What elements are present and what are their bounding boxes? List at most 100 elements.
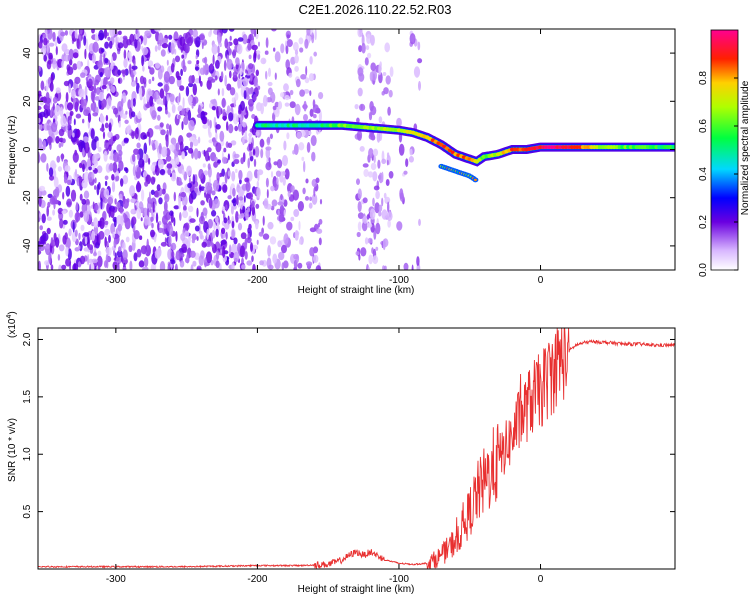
noise-blob: [106, 84, 109, 92]
noise-blob: [238, 73, 241, 80]
noise-blob: [167, 168, 172, 176]
noise-blob: [117, 50, 121, 55]
noise-blob: [368, 254, 373, 265]
noise-blob: [277, 201, 284, 206]
snr-frame: [37, 327, 676, 570]
noise-blob: [253, 77, 258, 86]
noise-blob: [157, 106, 163, 112]
noise-blob: [113, 107, 119, 115]
noise-blob: [157, 43, 161, 51]
noise-blob: [248, 132, 253, 137]
noise-blob: [368, 112, 373, 121]
noise-blob: [165, 85, 168, 97]
noise-blob: [104, 41, 109, 49]
noise-blob: [78, 162, 83, 169]
noise-blob: [256, 180, 259, 188]
noise-blob: [175, 231, 178, 242]
noise-blob: [133, 230, 140, 240]
noise-blob: [283, 199, 288, 207]
noise-blob: [378, 204, 383, 212]
noise-blob: [267, 221, 274, 230]
colorbar-tick-label: 0.2: [698, 215, 709, 229]
noise-blob: [150, 207, 154, 217]
noise-blob: [293, 209, 300, 217]
noise-blob: [227, 219, 231, 224]
noise-blob: [303, 114, 308, 121]
noise-blob: [274, 72, 277, 80]
noise-blob: [381, 197, 384, 207]
noise-blob: [104, 122, 109, 129]
noise-blob: [254, 220, 259, 230]
heatmap-content: [38, 29, 675, 270]
noise-blob: [183, 116, 189, 126]
noise-blob: [88, 166, 92, 171]
noise-blob: [302, 187, 306, 195]
noise-blob: [367, 52, 372, 59]
noise-blob: [222, 246, 226, 258]
noise-blob: [206, 79, 212, 90]
noise-blob: [112, 231, 116, 239]
noise-blob: [367, 171, 374, 178]
noise-blob: [240, 115, 243, 126]
noise-blob: [132, 164, 136, 177]
noise-blob: [278, 251, 285, 261]
noise-blob: [188, 82, 194, 88]
noise-blob: [139, 235, 143, 240]
noise-blob: [369, 71, 374, 82]
noise-blob: [286, 34, 291, 39]
noise-blob: [150, 189, 155, 195]
noise-blob: [129, 185, 136, 197]
noise-blob: [314, 29, 317, 41]
x-tick-label: -300: [106, 574, 126, 585]
noise-blob: [154, 45, 158, 52]
noise-blob: [94, 32, 99, 43]
noise-blob: [221, 29, 228, 34]
noise-blob: [168, 75, 175, 85]
noise-blob: [157, 158, 164, 170]
noise-blob: [79, 29, 83, 35]
noise-blob: [69, 58, 73, 66]
noise-blob: [370, 62, 377, 71]
noise-blob: [184, 222, 190, 231]
noise-blob: [59, 106, 64, 118]
noise-blob: [159, 261, 166, 270]
noise-blob: [357, 221, 362, 232]
noise-blob: [249, 74, 253, 82]
noise-blob: [257, 85, 261, 90]
noise-blob: [217, 159, 221, 164]
noise-blob: [154, 125, 161, 130]
noise-blob: [91, 258, 98, 264]
noise-blob: [280, 92, 285, 98]
noise-blob: [362, 163, 369, 168]
noise-blob: [241, 257, 244, 265]
noise-blob: [208, 197, 213, 209]
noise-blob: [317, 222, 321, 228]
noise-blob: [97, 182, 101, 190]
noise-blob: [96, 165, 103, 174]
noise-blob: [176, 181, 183, 186]
x-tick-label: 0: [538, 275, 544, 286]
noise-blob: [408, 156, 414, 163]
noise-blob: [109, 155, 113, 160]
noise-blob: [244, 239, 248, 250]
noise-blob: [357, 29, 363, 38]
noise-blob: [173, 191, 176, 202]
y-tick-label: 2.0: [22, 332, 33, 346]
noise-blob: [276, 159, 283, 169]
noise-blob: [382, 72, 387, 76]
noise-blob: [101, 98, 107, 108]
noise-blob: [163, 71, 170, 83]
noise-blob: [120, 215, 124, 226]
noise-blob: [280, 43, 285, 54]
noise-blob: [118, 149, 123, 157]
x-tick-label: -100: [389, 275, 409, 286]
noise-blob: [130, 208, 135, 214]
noise-blob: [61, 264, 67, 270]
noise-blob: [166, 123, 170, 130]
noise-blob: [70, 89, 76, 99]
noise-blob: [387, 106, 391, 116]
noise-blob: [194, 225, 200, 232]
noise-blob: [377, 159, 381, 169]
noise-blob: [62, 219, 68, 225]
